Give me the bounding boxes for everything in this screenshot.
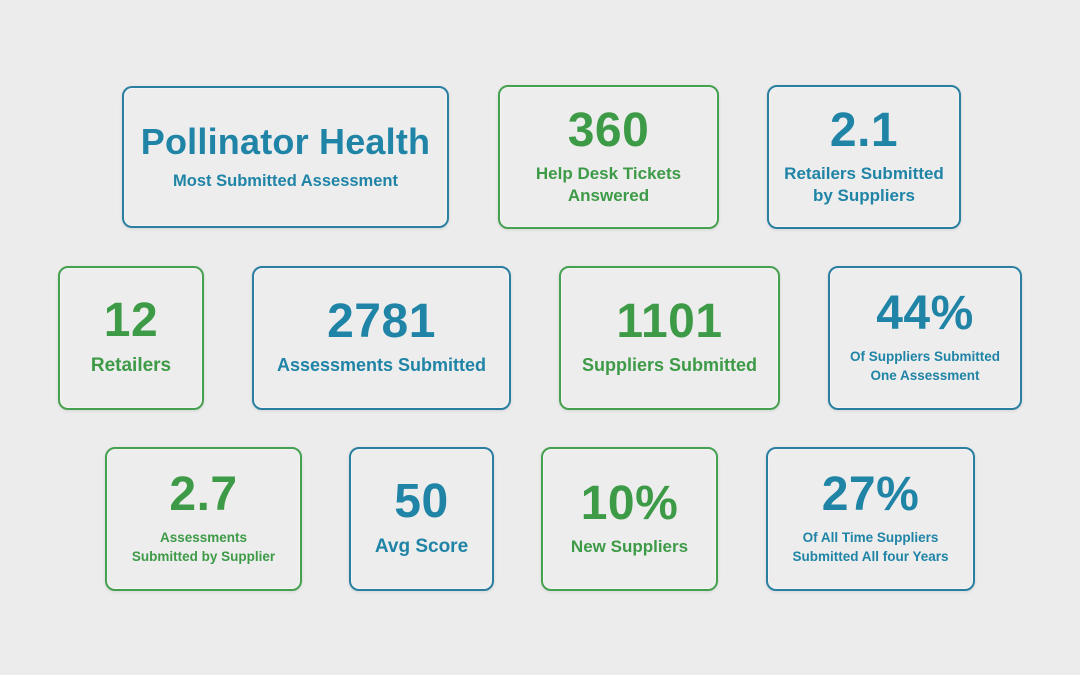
stat-card-all-time-suppliers-four-years: 27% Of All Time Suppliers Submitted All … (766, 447, 975, 591)
stat-label: Of All Time Suppliers Submitted All four… (792, 530, 949, 564)
stat-label: Avg Score (374, 536, 469, 558)
stat-value: 1101 (616, 295, 723, 349)
stat-card-help-desk-tickets: 360 Help Desk Tickets Answered (498, 85, 719, 229)
stat-card-retailers-submitted-by-suppliers: 2.1 Retailers Submitted by Suppliers (767, 85, 961, 229)
stat-value: 10% (580, 476, 679, 530)
stat-card-suppliers-one-assessment: 44% Of Suppliers Submitted One Assessmen… (828, 266, 1022, 410)
stat-label: Most Submitted Assessment (173, 171, 398, 190)
stat-value: 50 (394, 475, 449, 529)
stat-label: Suppliers Submitted (581, 355, 758, 376)
stat-value: Pollinator Health (140, 120, 431, 162)
stat-card-new-suppliers: 10% New Suppliers (541, 447, 718, 591)
stat-label: New Suppliers (570, 536, 689, 556)
stat-label: Retailers (90, 355, 172, 377)
stat-value: 360 (567, 103, 650, 157)
stat-card-assessments-submitted: 2781 Assessments Submitted (252, 266, 511, 410)
stat-value: 2781 (327, 295, 436, 349)
stat-card-retailers: 12 Retailers (58, 266, 204, 410)
stat-value: 2.7 (169, 468, 238, 522)
stat-value: 2.1 (829, 103, 899, 157)
stat-value: 12 (103, 294, 159, 348)
stat-value: 44% (876, 287, 974, 341)
stat-label: Of Suppliers Submitted One Assessment (849, 349, 1000, 383)
stat-label: Assessments Submitted (276, 355, 487, 376)
stat-card-avg-score: 50 Avg Score (349, 447, 494, 591)
stat-value: 27% (821, 468, 920, 522)
stat-card-assessments-by-supplier: 2.7 Assessments Submitted by Supplier (105, 447, 302, 591)
stat-label: Help Desk Tickets Answered (535, 163, 682, 205)
stat-label: Assessments Submitted by Supplier (131, 530, 276, 564)
stat-label: Retailers Submitted by Suppliers (784, 163, 944, 205)
stat-card-suppliers-submitted: 1101 Suppliers Submitted (559, 266, 780, 410)
stat-card-most-submitted-assessment: Pollinator Health Most Submitted Assessm… (122, 86, 449, 228)
